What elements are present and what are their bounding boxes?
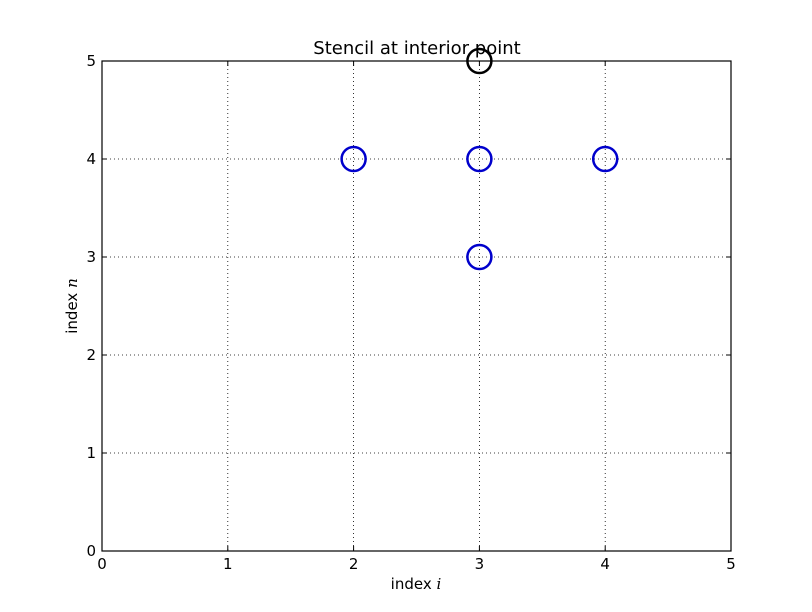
x-tick-label: 0 <box>97 555 107 573</box>
y-axis-label: index n <box>63 278 81 334</box>
y-axis-label-prefix: index <box>63 293 81 334</box>
grid <box>102 61 731 551</box>
y-tick-label: 0 <box>86 542 96 560</box>
ticks: 0 1 2 3 4 5 0 1 2 3 4 5 <box>86 52 735 573</box>
x-tick-label: 5 <box>726 555 736 573</box>
stencil-point <box>466 47 493 75</box>
x-tick-label: 4 <box>600 555 610 573</box>
x-axis-label-prefix: index <box>391 575 432 593</box>
y-tick-label: 3 <box>86 248 96 266</box>
x-tick-label: 2 <box>349 555 359 573</box>
x-tick-label: 1 <box>223 555 233 573</box>
y-tick-label: 1 <box>86 444 96 462</box>
x-tick-label: 3 <box>475 555 485 573</box>
x-axis-label: index i <box>391 575 442 593</box>
y-axis-label-var: n <box>63 278 81 288</box>
y-tick-label: 2 <box>86 346 96 364</box>
plot-frame <box>101 60 732 552</box>
x-axis-label-var: i <box>437 575 442 593</box>
stencil-point <box>591 145 619 173</box>
y-tick-label: 5 <box>86 52 96 70</box>
y-tick-label: 4 <box>86 150 96 168</box>
stencil-point <box>466 243 493 271</box>
stencil-point <box>466 145 493 173</box>
data-points <box>340 47 619 271</box>
stencil-point <box>340 145 367 173</box>
